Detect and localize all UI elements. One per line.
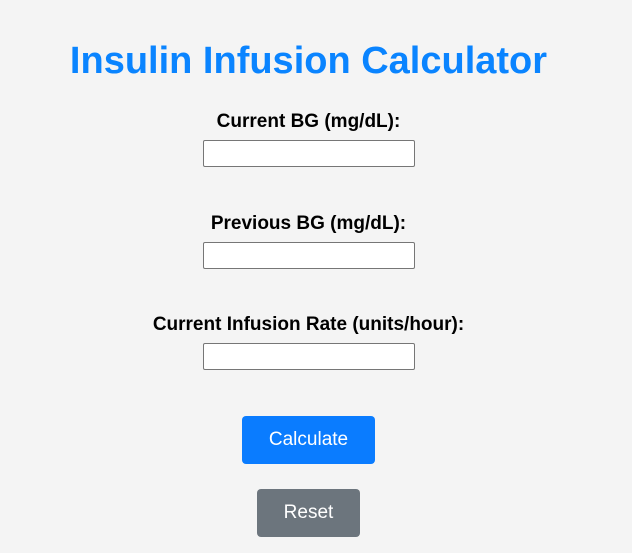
calculate-button[interactable]: Calculate bbox=[242, 416, 375, 464]
reset-button[interactable]: Reset bbox=[257, 489, 360, 537]
previous-bg-field: Previous BG (mg/dL): bbox=[0, 213, 617, 269]
current-bg-input[interactable] bbox=[202, 140, 415, 167]
current-bg-field: Current BG (mg/dL): bbox=[0, 111, 617, 167]
previous-bg-input[interactable] bbox=[202, 242, 415, 269]
infusion-rate-field: Current Infusion Rate (units/hour): bbox=[0, 314, 617, 370]
infusion-rate-input[interactable] bbox=[202, 343, 415, 370]
previous-bg-label: Previous BG (mg/dL): bbox=[210, 213, 407, 234]
current-bg-label: Current BG (mg/dL): bbox=[216, 111, 401, 132]
infusion-rate-label: Current Infusion Rate (units/hour): bbox=[152, 314, 465, 335]
page-title: Insulin Infusion Calculator bbox=[69, 40, 548, 82]
